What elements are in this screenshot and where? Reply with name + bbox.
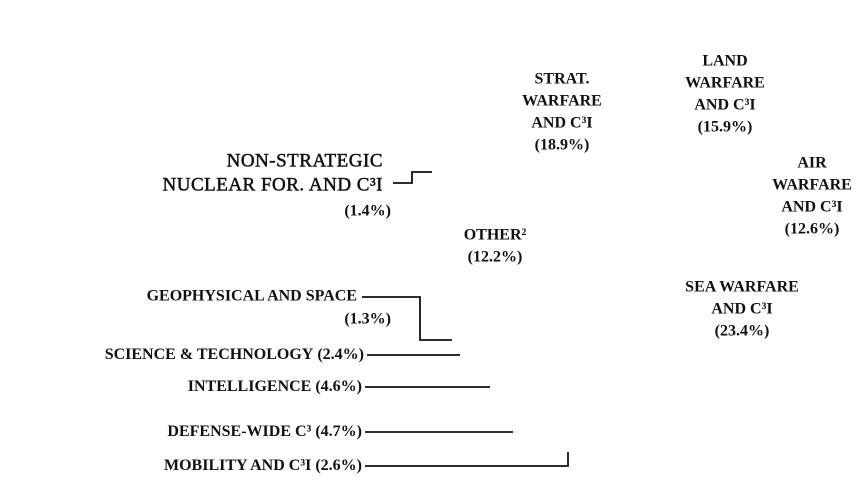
value-label: (18.9%) (535, 137, 590, 154)
pie-slice (548, 228, 648, 451)
slice-label: MOBILITY AND C³I (2.6%) (164, 457, 362, 474)
leader (362, 296, 452, 341)
value-label: (1.4%) (344, 203, 391, 220)
value-label: (2.6%) (315, 457, 362, 474)
pie-slice (620, 3, 821, 228)
slice-name: DEFENSE-WIDE C³ (167, 423, 311, 440)
slice-label: NUCLEAR FOR. AND C³I (163, 174, 384, 195)
value-label: (4.7%) (315, 423, 362, 440)
value-label: (1.3%) (344, 311, 391, 328)
value-label: (12.2%) (468, 249, 523, 266)
slice-label: AIR (797, 155, 827, 172)
slice-label: LAND (702, 53, 747, 70)
pie-slice (423, 189, 648, 354)
slice-label: SEA WARFARE (685, 279, 799, 296)
value-label: (12.6%) (785, 221, 840, 238)
slice-name: MOBILITY AND C³I (164, 457, 311, 474)
pie-slice (648, 84, 858, 249)
slice-label: AND C³I (694, 97, 755, 114)
pie-slice (495, 228, 648, 431)
slice-label: AND C³I (781, 199, 842, 216)
slice-label: WARFARE (522, 93, 602, 110)
slice-label: INTELLIGENCE (4.6%) (188, 378, 362, 395)
slice-label: AND C³I (711, 301, 772, 318)
slice-label: AND C³I (531, 115, 592, 132)
slice-label: WARFARE (772, 177, 852, 194)
leader (365, 452, 569, 467)
pie-slice (461, 228, 648, 369)
leader (393, 171, 432, 184)
value-label: (4.6%) (315, 378, 362, 395)
slice-name: SCIENCE & TECHNOLOGY (105, 346, 314, 363)
slice-label: NON-STRATEGIC (227, 150, 383, 171)
slice-label: OTHER² (464, 227, 527, 244)
value-label: (23.4%) (715, 323, 770, 340)
pie-slice (430, 4, 648, 229)
pie-slice (426, 169, 648, 228)
slice-label: GEOPHYSICAL AND SPACE (147, 288, 357, 305)
slice-label: WARFARE (685, 75, 765, 92)
value-label: (2.4%) (317, 346, 364, 363)
slice-label: SCIENCE & TECHNOLOGY (2.4%) (105, 346, 364, 363)
pie-slice (612, 228, 649, 453)
pie-slice (648, 228, 858, 453)
slice-label: DEFENSE-WIDE C³ (4.7%) (167, 423, 362, 440)
value-label: (15.9%) (698, 119, 753, 136)
slice-name: INTELLIGENCE (188, 378, 312, 395)
pie-slice (472, 228, 648, 394)
slice-label: STRAT. (535, 71, 590, 88)
